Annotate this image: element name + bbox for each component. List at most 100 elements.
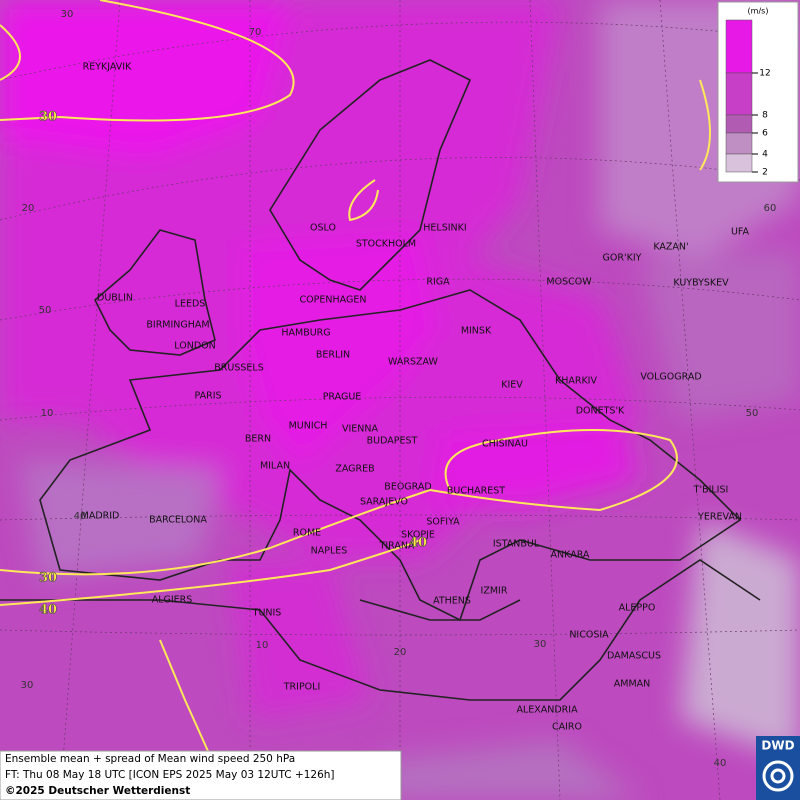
footer: Ensemble mean + spread of Mean wind spee… (0, 750, 402, 800)
logo-text: DWD (761, 739, 794, 753)
city-label: WARSZAW (388, 357, 438, 368)
city-label: BEOGRAD (384, 482, 431, 493)
city-label: TIRANA (379, 541, 415, 552)
graticule-label: 50 (746, 408, 759, 419)
legend-tick-label: 2 (762, 168, 768, 178)
contour-label: 40 (39, 603, 57, 618)
labels: REYKJAVIK OSLO STOCKHOLM HELSINKI RIGA DUBLIN… (21, 9, 777, 769)
city-label: PARIS (194, 391, 221, 402)
graticule-label: 50 (39, 305, 52, 316)
footer-box (0, 750, 402, 800)
city-label: TUNIS (252, 608, 282, 619)
city-label: OSLO (310, 223, 336, 234)
city-label: KUYBYSKEV (673, 278, 729, 289)
legend-tick-label: 12 (759, 69, 770, 79)
city-label: BUCHAREST (447, 486, 505, 497)
city-label: BRUSSELS (214, 363, 263, 374)
legend-tick-label: 6 (762, 129, 768, 139)
city-label: ALGIERS (152, 595, 193, 606)
legend-swatch (725, 19, 753, 74)
graticule-label: 30 (534, 639, 547, 650)
legend-swatch (725, 72, 753, 116)
city-label: KIEV (501, 380, 523, 391)
city-label: BUDAPEST (367, 436, 418, 447)
legend-tick-label: 8 (762, 111, 768, 121)
legend-bar: 12 8 6 4 2 (725, 19, 771, 178)
graticule-label: 20 (394, 647, 407, 658)
city-label: ALEXANDRIA (516, 705, 578, 716)
footer-line: ©2025 Deutscher Wetterdienst (5, 785, 190, 797)
city-label: BARCELONA (149, 515, 207, 526)
city-label: CHISINAU (482, 439, 528, 450)
city-label: HAMBURG (281, 328, 330, 339)
city-label: ZAGREB (335, 464, 374, 475)
city-label: KAZAN' (653, 242, 688, 253)
legend-swatch (725, 132, 753, 155)
city-label: DAMASCUS (607, 651, 661, 662)
city-label: DONETS'K (576, 406, 625, 417)
graticule-label: 60 (764, 203, 777, 214)
city-label: UFA (731, 227, 750, 238)
city-label: HELSINKI (423, 223, 466, 234)
city-label: MINSK (461, 326, 492, 337)
legend-swatch (725, 153, 753, 173)
graticule-label: 70 (249, 27, 262, 38)
graticule-label: 20 (22, 203, 35, 214)
city-label: ALEPPO (619, 603, 656, 614)
city-label: ANKARA (551, 550, 590, 561)
legend: (m/s) 12 8 6 4 2 (717, 1, 799, 183)
contour-label: 30 (39, 110, 57, 125)
city-label: ROME (293, 528, 321, 539)
city-label: SOFIYA (426, 517, 460, 528)
city-label: BIRMINGHAM (146, 320, 209, 331)
city-label: COPENHAGEN (300, 295, 367, 306)
city-label: SARAJEVO (360, 497, 408, 508)
legend-title: (m/s) (748, 7, 769, 16)
contours (0, 0, 711, 800)
contour-label: 30 (39, 571, 57, 586)
city-label: LEEDS (175, 299, 206, 310)
city-label: ISTANBUL (493, 539, 540, 550)
city-label: MUNICH (289, 421, 328, 432)
city-label: NICOSIA (569, 630, 609, 641)
city-label: BERLIN (316, 350, 350, 361)
graticule-label: 30 (61, 9, 74, 20)
city-label: KHARKIV (555, 376, 598, 387)
city-label: PRAGUE (323, 392, 362, 403)
city-label: MOSCOW (546, 277, 592, 288)
contour-label: 40 (409, 536, 427, 551)
city-label: IZMIR (481, 586, 508, 597)
city-label: GOR'KIY (603, 253, 642, 264)
logo: DWD (756, 736, 800, 800)
legend-swatch (725, 114, 753, 134)
graticule-label: 30 (21, 680, 34, 691)
city-label: LONDON (174, 341, 215, 352)
city-label: VOLGOGRAD (640, 372, 701, 383)
city-label: REYKJAVIK (83, 62, 132, 73)
footer-line: Ensemble mean + spread of Mean wind spee… (5, 753, 295, 765)
graticule-label: 10 (256, 640, 269, 651)
city-label: MILAN (260, 461, 290, 472)
city-label: DUBLIN (97, 293, 133, 304)
footer-line: FT: Thu 08 May 18 UTC [ICON EPS 2025 May… (5, 769, 335, 781)
city-label: SKOPJE (401, 530, 435, 541)
graticule-label: 40 (74, 511, 87, 522)
legend-tick-label: 4 (762, 150, 768, 160)
coastlines (0, 59, 761, 701)
city-label: MADRID (81, 511, 120, 522)
city-label: AMMAN (614, 679, 651, 690)
city-label: ATHENS (433, 596, 471, 607)
city-label: NAPLES (311, 546, 348, 557)
logo-swirl (762, 760, 794, 792)
city-label: RIGA (426, 277, 450, 288)
graticule-label: 10 (41, 408, 54, 419)
city-label: STOCKHOLM (356, 239, 416, 250)
city-label: BERN (245, 434, 271, 445)
city-label: CAIRO (552, 722, 582, 733)
city-label: YEREVAN (697, 512, 742, 523)
city-label: T'BILISI (693, 485, 729, 496)
graticule-label: 40 (714, 758, 727, 769)
